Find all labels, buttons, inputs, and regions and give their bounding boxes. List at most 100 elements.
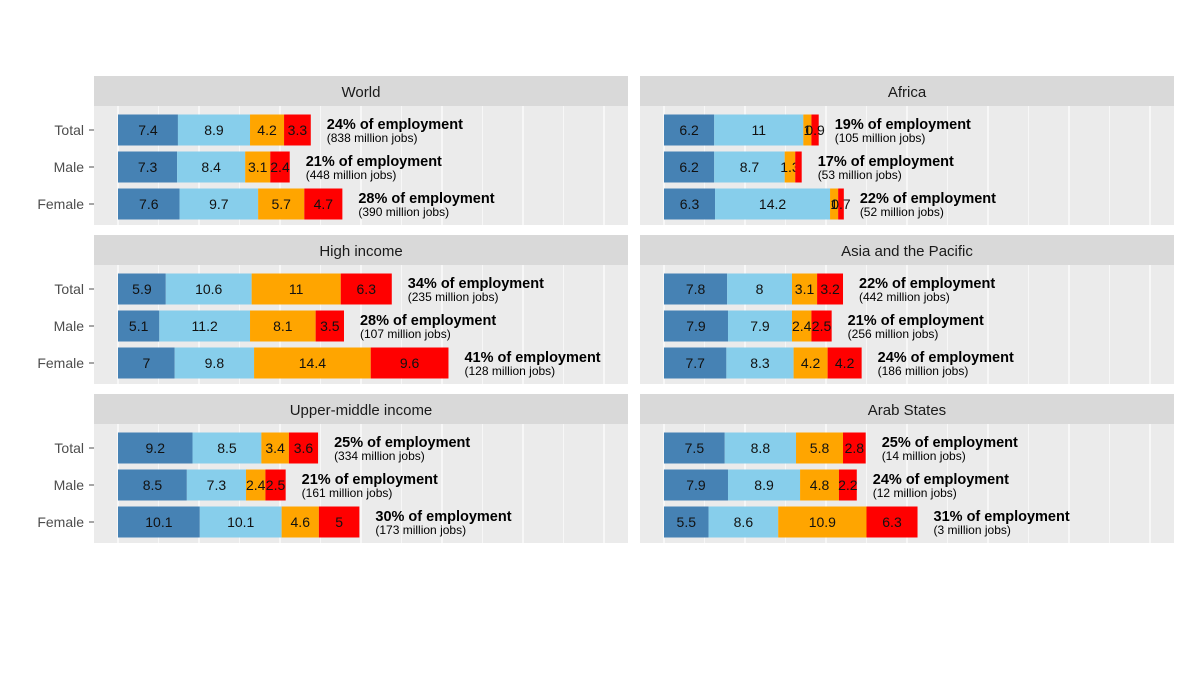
bar-value-label: 2.5: [812, 318, 832, 334]
bar-value-label: 8.5: [217, 440, 237, 456]
bar-value-label: 7: [142, 355, 150, 371]
bar-value-label: 6.3: [680, 196, 700, 212]
bar-segment: [281, 506, 319, 538]
jobs-annotation: (161 million jobs): [302, 486, 393, 500]
category-label: Male: [54, 318, 85, 334]
bar-segment: [315, 310, 344, 342]
bar-segment: [724, 432, 797, 464]
share-annotation: 31% of employment: [934, 509, 1070, 525]
share-annotation: 25% of employment: [882, 435, 1018, 451]
bar-segment: [843, 432, 866, 464]
bar-segment: [664, 310, 728, 342]
bar-value-label: 2.4: [270, 159, 290, 175]
bar-value-label: 11: [289, 281, 304, 297]
bar-value-label: 5.9: [132, 281, 152, 297]
bar-value-label: 4.2: [257, 122, 277, 138]
bar-segment: [284, 114, 311, 146]
share-annotation: 19% of employment: [835, 117, 971, 133]
bar-segment: [727, 273, 792, 305]
bar-segment: [118, 347, 175, 379]
jobs-annotation: (838 million jobs): [327, 131, 418, 145]
bar-segment: [179, 188, 259, 220]
bar-segment: [838, 188, 844, 220]
bar-value-label: 10.6: [195, 281, 222, 297]
bar-segment: [800, 469, 839, 501]
category-label: Female: [37, 355, 84, 371]
bar-segment: [159, 310, 251, 342]
bar-value-label: 7.6: [139, 196, 159, 212]
share-annotation: 25% of employment: [334, 435, 470, 451]
bar-value-label: 7.3: [207, 477, 227, 493]
panel-strip: [94, 394, 628, 424]
bar-segment: [118, 273, 166, 305]
bar-value-label: 5.5: [677, 514, 697, 530]
bar-value-label: 3.5: [320, 318, 340, 334]
bar-segment: [288, 432, 319, 464]
bar-segment: [714, 114, 804, 146]
bar-value-label: 8.5: [143, 477, 163, 493]
bar-value-label: 6.3: [357, 281, 377, 297]
panel-4: Upper-middle income 9.2 8.5 3.4 3.6 25% of em…: [94, 394, 628, 543]
category-label: Male: [54, 477, 85, 493]
jobs-annotation: (105 million jobs): [835, 131, 926, 145]
bar-segment: [250, 310, 316, 342]
share-annotation: 21% of employment: [848, 313, 984, 329]
bar-value-label: 5.7: [271, 196, 291, 212]
panel-strip: [640, 394, 1174, 424]
panel-title: Asia and the Pacific: [841, 243, 973, 260]
bar-segment: [784, 151, 796, 183]
panel-strip: [640, 76, 1174, 106]
bar-segment: [118, 310, 160, 342]
bar-value-label: 1: [830, 196, 838, 212]
bar-value-label: 5.1: [129, 318, 149, 334]
bar-segment: [258, 188, 305, 220]
bar-segment: [254, 347, 371, 379]
bar-value-label: 4.2: [835, 355, 855, 371]
bar-value-label: 4.2: [801, 355, 821, 371]
bar-value-label: 2.8: [845, 440, 865, 456]
panel-0: World 7.4 8.9 4.2 3.3 24% of employment(838 m…: [94, 76, 628, 225]
bar-segment: [118, 469, 187, 501]
jobs-annotation: (448 million jobs): [306, 168, 397, 182]
bar-segment: [715, 188, 831, 220]
bar-segment: [192, 432, 262, 464]
jobs-annotation: (442 million jobs): [859, 290, 950, 304]
jobs-annotation: (107 million jobs): [360, 327, 451, 341]
bar-segment: [795, 151, 802, 183]
panel-5: Arab States 7.5 8.8 5.8 2.8 25% of employment…: [640, 394, 1174, 543]
panel-title: Upper-middle income: [290, 402, 433, 419]
bar-segment: [791, 310, 812, 342]
bar-segment: [118, 432, 193, 464]
bar-value-label: 8.3: [750, 355, 770, 371]
share-annotation: 24% of employment: [878, 350, 1014, 366]
bar-segment: [177, 151, 246, 183]
bar-value-label: 6.2: [679, 159, 699, 175]
bar-segment: [370, 347, 449, 379]
bar-value-label: 3.1: [248, 159, 268, 175]
share-annotation: 28% of employment: [358, 191, 494, 207]
bar-value-label: 2.4: [792, 318, 812, 334]
category-label: Female: [37, 514, 84, 530]
jobs-annotation: (14 million jobs): [882, 449, 966, 463]
bar-value-label: 8.8: [751, 440, 771, 456]
bar-value-label: 8.6: [734, 514, 754, 530]
jobs-annotation: (128 million jobs): [464, 364, 555, 378]
share-annotation: 21% of employment: [302, 472, 438, 488]
bar-segment: [118, 188, 180, 220]
bar-segment: [811, 310, 832, 342]
bar-segment: [664, 469, 728, 501]
bar-segment: [118, 114, 178, 146]
bar-segment: [245, 469, 266, 501]
bar-value-label: 7.8: [686, 281, 706, 297]
bar-segment: [726, 347, 794, 379]
bar-value-label: 8.7: [740, 159, 760, 175]
bar-value-label: 7.7: [685, 355, 705, 371]
share-annotation: 41% of employment: [464, 350, 600, 366]
share-annotation: 30% of employment: [375, 509, 511, 525]
bar-segment: [778, 506, 867, 538]
bar-value-label: 7.5: [685, 440, 705, 456]
bar-segment: [664, 432, 725, 464]
bar-value-label: 3.2: [820, 281, 840, 297]
jobs-annotation: (334 million jobs): [334, 449, 425, 463]
